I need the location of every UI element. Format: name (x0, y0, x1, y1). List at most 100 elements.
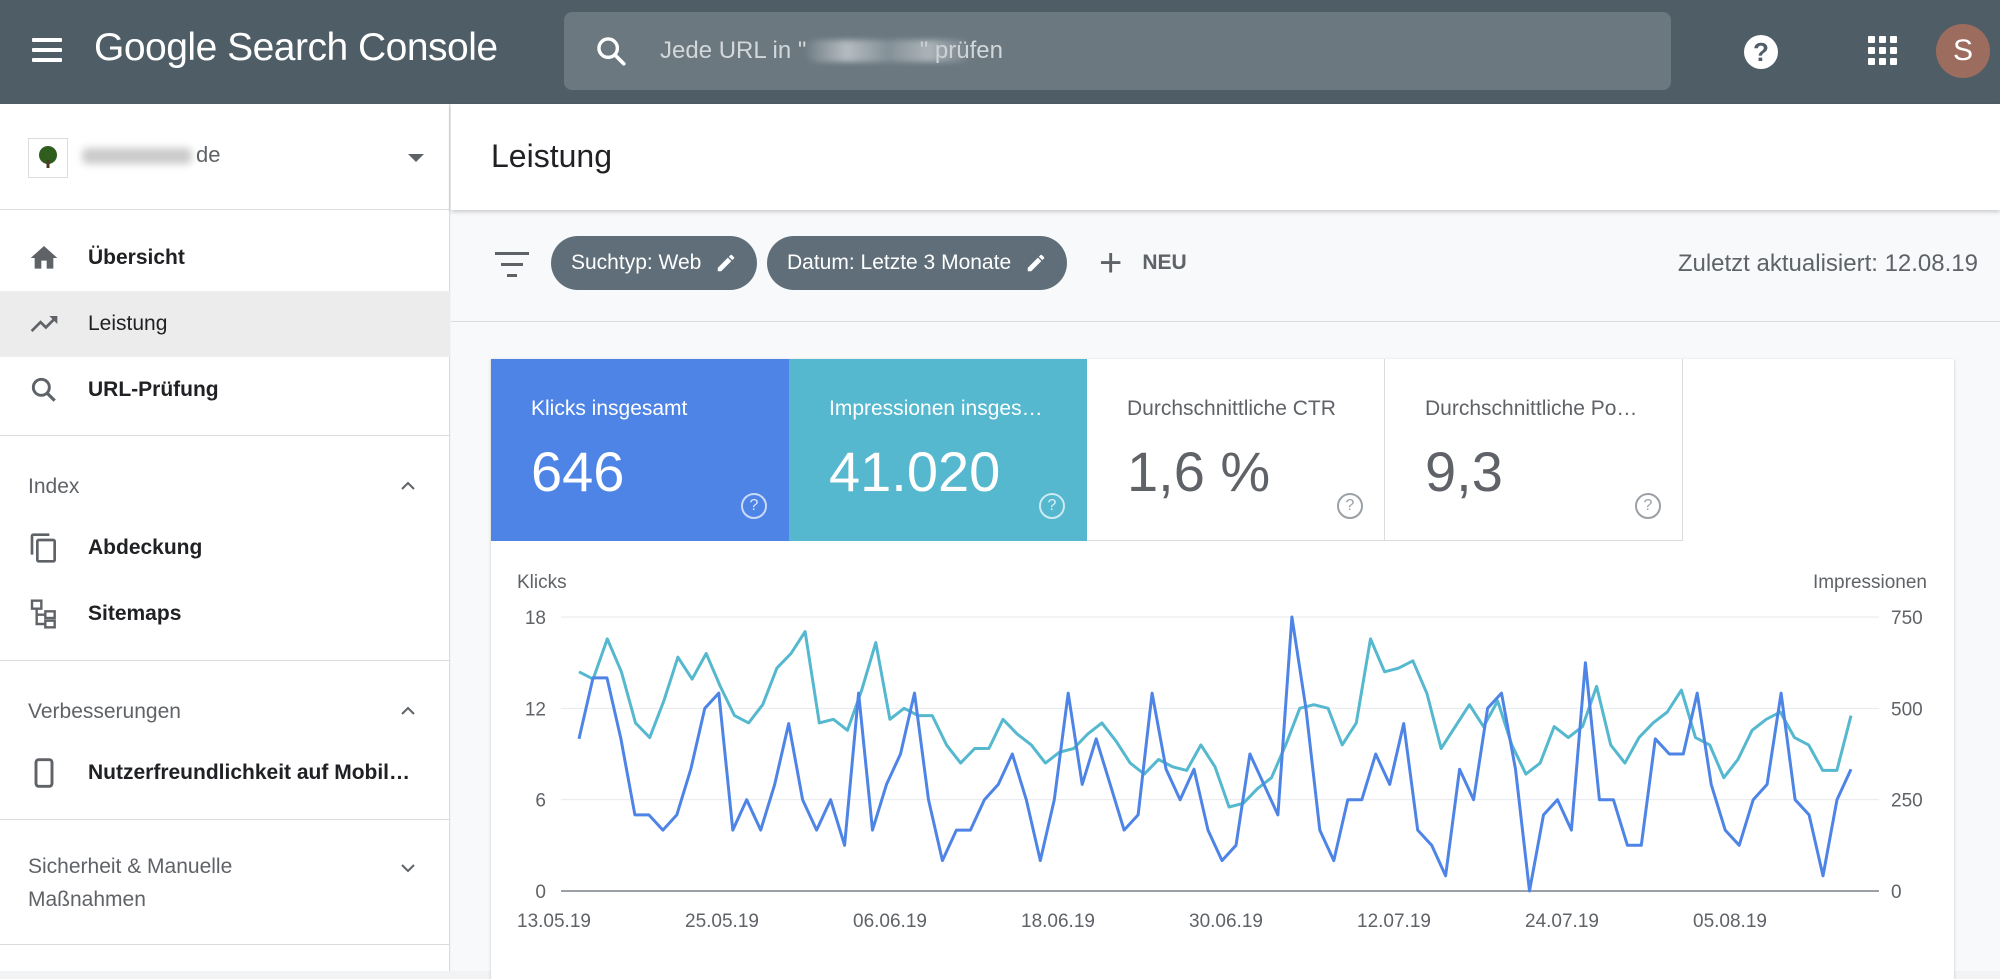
last-updated-text: Zuletzt aktualisiert: 12.08.19 (1677, 250, 1978, 277)
divider (0, 819, 450, 820)
trending-up-icon (30, 316, 58, 332)
edit-pencil-icon (1027, 254, 1045, 272)
sidebar-item-overview[interactable]: Übersicht (0, 225, 450, 291)
url-inspection-search[interactable] (564, 12, 1671, 90)
redacted-domain-blur (806, 40, 970, 62)
divider (0, 944, 450, 945)
series-line-impressionen (578, 630, 1853, 809)
chip-label: Suchtyp: Web (571, 251, 702, 274)
y-tick-right: 750 (1891, 608, 1923, 629)
sidebar-item-label: Abdeckung (88, 536, 203, 559)
help-circle-icon[interactable]: ? (1039, 493, 1065, 519)
y-tick-left: 6 (535, 791, 546, 812)
chart-series (577, 615, 1853, 893)
copy-icon (30, 533, 56, 563)
x-tick-label: 13.05.19 (517, 911, 591, 932)
chart-grid: 0 0 6 250 12 500 18 750 (525, 608, 1923, 903)
chevron-up-icon (401, 481, 415, 490)
divider (0, 660, 450, 661)
home-icon (30, 246, 58, 269)
sidebar-item-label: Übersicht (88, 246, 185, 269)
y-axis-right-label: Impressionen (1813, 572, 1927, 593)
metric-value: 1,6 % (1127, 440, 1271, 503)
help-circle-icon[interactable]: ? (1635, 493, 1661, 519)
search-icon[interactable] (594, 34, 628, 68)
performance-card: Klicks insgesamt 646 ? Impressionen insg… (491, 359, 1954, 979)
help-icon[interactable]: ? (1744, 35, 1778, 69)
metric-label: Durchschnittliche Po… (1425, 397, 1638, 420)
plus-icon: + (1099, 241, 1123, 285)
page-header: Leistung (451, 104, 2000, 210)
section-title: Maßnahmen (28, 888, 146, 911)
y-axis-left-label: Klicks (517, 572, 567, 593)
divider (0, 435, 450, 436)
sitemap-icon (30, 599, 56, 629)
metric-average-ctr[interactable]: Durchschnittliche CTR 1,6 % ? (1087, 359, 1385, 541)
y-tick-left: 0 (535, 882, 546, 903)
y-tick-right: 250 (1891, 791, 1923, 812)
x-tick-label: 25.05.19 (685, 911, 759, 932)
help-circle-icon[interactable]: ? (1337, 493, 1363, 519)
apps-grid-icon[interactable] (1868, 36, 1898, 66)
help-circle-icon[interactable]: ? (741, 493, 767, 519)
property-selector[interactable]: de (0, 104, 450, 210)
x-axis: 13.05.19 25.05.19 06.06.19 18.06.19 30.06.19… (517, 911, 1767, 932)
series-line-klicks (577, 615, 1853, 893)
section-header-index[interactable]: Index (0, 462, 450, 512)
chip-date[interactable]: Datum: Letzte 3 Monate (767, 236, 1068, 290)
sidebar-item-label: Leistung (88, 312, 168, 335)
sidebar-item-label: Nutzerfreundlichkeit auf Mobil… (88, 761, 411, 784)
chevron-up-icon (401, 706, 415, 715)
chip-search-type[interactable]: Suchtyp: Web (551, 236, 758, 290)
top-app-bar: Google Search Console ? S (0, 0, 2000, 104)
section-title: Sicherheit & Manuelle (28, 855, 233, 878)
search-input[interactable] (660, 12, 1620, 90)
metric-label: Klicks insgesamt (531, 397, 688, 420)
performance-chart: Klicks Impressionen 0 0 6 250 12 500 18 750 13.… (517, 572, 1927, 932)
page-title: Leistung (491, 138, 612, 174)
sidebar-item-url-inspection[interactable]: URL-Prüfung (0, 357, 450, 423)
section-title: Index (28, 475, 80, 498)
x-tick-label: 24.07.19 (1525, 911, 1599, 932)
chip-label: Datum: Letzte 3 Monate (787, 251, 1012, 274)
x-tick-label: 18.06.19 (1021, 911, 1095, 932)
sidebar-item-performance[interactable]: Leistung (0, 291, 450, 357)
section-title: Verbesserungen (28, 700, 181, 723)
section-header-security[interactable]: Sicherheit & Manuelle Maßnahmen (0, 844, 450, 924)
edit-pencil-icon (718, 254, 735, 272)
metric-value: 646 (531, 440, 625, 503)
app-logo[interactable]: Google Search Console (94, 26, 498, 69)
filter-icon[interactable] (495, 252, 529, 282)
metric-value: 9,3 (1425, 440, 1503, 503)
sidebar-item-sitemaps[interactable]: Sitemaps (0, 581, 450, 647)
metric-total-clicks[interactable]: Klicks insgesamt 646 ? (491, 359, 789, 541)
main-content: Leistung Suchtyp: Web Datum: Letzte 3 Mo… (451, 104, 2000, 979)
section-header-enhancements[interactable]: Verbesserungen (0, 687, 450, 737)
sidebar-item-mobile-usability[interactable]: Nutzerfreundlichkeit auf Mobil… (0, 740, 450, 806)
sidebar: de Übersicht Leistung URL-Prüfung Index … (0, 104, 450, 971)
caret-down-icon[interactable] (408, 154, 424, 162)
new-filter-button[interactable]: + NEU (1099, 238, 1187, 288)
metric-value: 41.020 (829, 440, 1001, 503)
x-tick-label: 30.06.19 (1189, 911, 1263, 932)
avatar[interactable]: S (1936, 24, 1990, 78)
chevron-down-icon (401, 864, 415, 873)
hamburger-menu-icon[interactable] (28, 34, 68, 70)
metric-label: Durchschnittliche CTR (1127, 397, 1336, 420)
phone-icon (34, 758, 54, 788)
new-filter-label: NEU (1142, 251, 1187, 274)
sidebar-item-coverage[interactable]: Abdeckung (0, 515, 450, 581)
sidebar-item-label: URL-Prüfung (88, 378, 219, 401)
property-name: de (196, 142, 221, 167)
y-tick-left: 18 (525, 608, 546, 629)
sidebar-item-label: Sitemaps (88, 602, 182, 625)
redacted-property-blur (82, 148, 192, 164)
metric-total-impressions[interactable]: Impressionen insges… 41.020 ? (789, 359, 1087, 541)
y-tick-right: 500 (1891, 699, 1923, 720)
property-favicon-icon (28, 138, 68, 178)
y-tick-left: 12 (525, 699, 546, 720)
metric-average-position[interactable]: Durchschnittliche Po… 9,3 ? (1385, 359, 1683, 541)
x-tick-label: 12.07.19 (1357, 911, 1431, 932)
filter-bar: Suchtyp: Web Datum: Letzte 3 Monate + NE… (451, 210, 2000, 322)
metric-label: Impressionen insges… (829, 397, 1043, 420)
